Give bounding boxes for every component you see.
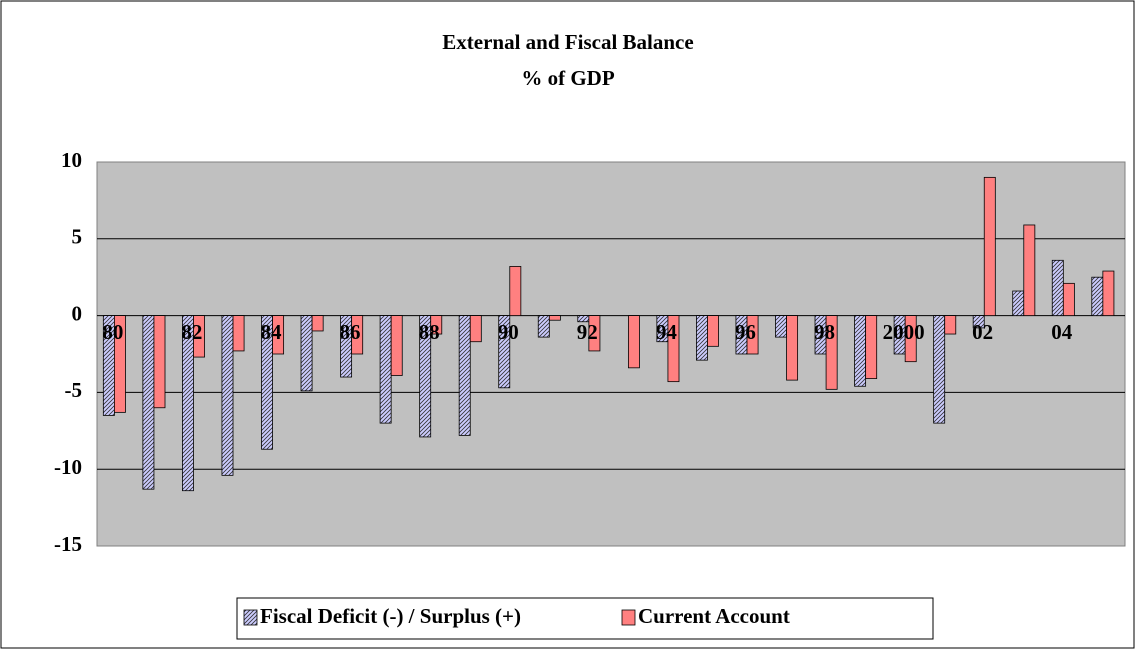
bar — [627, 315, 640, 369]
x-tick-label: 02 — [972, 320, 993, 344]
bar — [746, 315, 759, 355]
bar — [1023, 224, 1036, 316]
bar — [390, 315, 403, 376]
bar — [1062, 282, 1075, 316]
bar — [667, 315, 680, 383]
bar — [786, 315, 799, 381]
bar — [232, 315, 245, 352]
x-tick-label: 2000 — [883, 320, 925, 344]
bar — [509, 266, 522, 316]
legend-swatch — [243, 609, 258, 626]
y-tick-label: -5 — [65, 378, 83, 402]
bar — [300, 315, 313, 392]
bar — [142, 315, 155, 490]
bar — [904, 315, 917, 363]
bar — [351, 315, 364, 355]
x-tick-label: 04 — [1051, 320, 1073, 344]
x-tick-label: 80 — [102, 320, 123, 344]
y-tick-label: 5 — [72, 225, 83, 249]
bar — [1102, 270, 1115, 316]
bar — [983, 176, 996, 317]
bar — [854, 315, 867, 387]
bar — [972, 315, 985, 329]
bar — [498, 315, 511, 389]
y-tick-label: -10 — [54, 455, 82, 479]
bar — [311, 315, 324, 332]
bar — [944, 315, 957, 335]
bar — [696, 315, 708, 361]
bar — [458, 315, 471, 436]
x-tick-label: 84 — [260, 320, 282, 344]
bar — [537, 315, 550, 338]
bar — [825, 315, 838, 390]
legend-label: Current Account — [638, 604, 790, 628]
x-tick-label: 82 — [181, 320, 202, 344]
chart-title: External and Fiscal Balance — [442, 30, 693, 54]
bar — [193, 315, 205, 358]
bar — [1051, 259, 1064, 316]
bar — [469, 315, 482, 343]
x-tick-label: 94 — [656, 320, 678, 344]
x-tick-label: 90 — [498, 320, 519, 344]
x-tick-label: 98 — [814, 320, 835, 344]
legend-box — [236, 597, 934, 640]
bar — [430, 315, 443, 335]
bar — [113, 315, 126, 413]
bar — [182, 315, 194, 492]
bar — [272, 315, 285, 355]
legend-swatch — [621, 609, 636, 626]
x-tick-label: 92 — [577, 320, 598, 344]
y-tick-label: -15 — [54, 532, 82, 556]
bar — [379, 315, 392, 424]
legend-label: Fiscal Deficit (-) / Surplus (+) — [260, 604, 521, 628]
y-tick-label: 10 — [61, 148, 82, 172]
bar — [707, 315, 719, 347]
bar — [548, 315, 561, 321]
bar — [588, 315, 601, 352]
x-tick-label: 96 — [735, 320, 756, 344]
x-tick-label: 88 — [419, 320, 440, 344]
x-tick-label: 86 — [340, 320, 361, 344]
bar — [261, 315, 273, 450]
bar — [775, 315, 787, 338]
y-tick-label: 0 — [72, 301, 83, 325]
bar — [221, 315, 234, 476]
chart-subtitle: % of GDP — [521, 66, 614, 90]
bar — [933, 315, 946, 424]
bar — [865, 315, 878, 379]
bar — [1012, 290, 1025, 316]
bar — [1091, 276, 1104, 317]
bar — [419, 315, 432, 438]
bar — [153, 315, 166, 409]
plot-area — [96, 161, 1126, 547]
